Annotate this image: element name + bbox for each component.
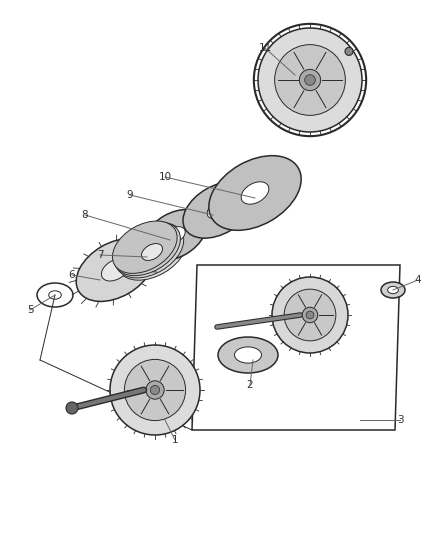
Ellipse shape (116, 223, 184, 278)
Text: 1: 1 (172, 435, 178, 445)
Circle shape (110, 345, 200, 435)
Ellipse shape (113, 221, 177, 273)
Ellipse shape (165, 227, 185, 243)
Text: 3: 3 (397, 415, 403, 425)
Ellipse shape (381, 282, 405, 298)
Circle shape (284, 289, 336, 341)
Ellipse shape (141, 244, 162, 261)
Circle shape (305, 75, 315, 85)
Ellipse shape (183, 182, 253, 238)
Text: 5: 5 (27, 305, 33, 315)
Ellipse shape (117, 224, 187, 280)
Circle shape (302, 307, 318, 323)
Text: 11: 11 (258, 43, 272, 53)
Circle shape (258, 28, 362, 132)
Circle shape (272, 277, 348, 353)
Text: 9: 9 (127, 190, 133, 200)
Text: 4: 4 (415, 275, 421, 285)
Circle shape (306, 311, 314, 319)
Ellipse shape (102, 259, 129, 281)
Text: 7: 7 (97, 250, 103, 260)
Circle shape (275, 45, 345, 115)
Circle shape (300, 69, 321, 91)
Text: 8: 8 (82, 210, 88, 220)
Ellipse shape (234, 347, 261, 363)
Circle shape (146, 381, 164, 399)
Ellipse shape (114, 222, 180, 276)
Text: 2: 2 (247, 380, 253, 390)
Text: 6: 6 (69, 270, 75, 280)
Text: 10: 10 (159, 172, 172, 182)
Circle shape (66, 402, 78, 414)
Circle shape (150, 385, 159, 394)
Ellipse shape (241, 182, 269, 204)
Ellipse shape (218, 337, 278, 373)
Ellipse shape (144, 209, 206, 261)
Ellipse shape (388, 286, 399, 294)
Ellipse shape (209, 156, 301, 230)
Circle shape (124, 359, 186, 421)
Ellipse shape (76, 239, 154, 302)
Circle shape (345, 47, 353, 55)
Ellipse shape (207, 201, 229, 219)
